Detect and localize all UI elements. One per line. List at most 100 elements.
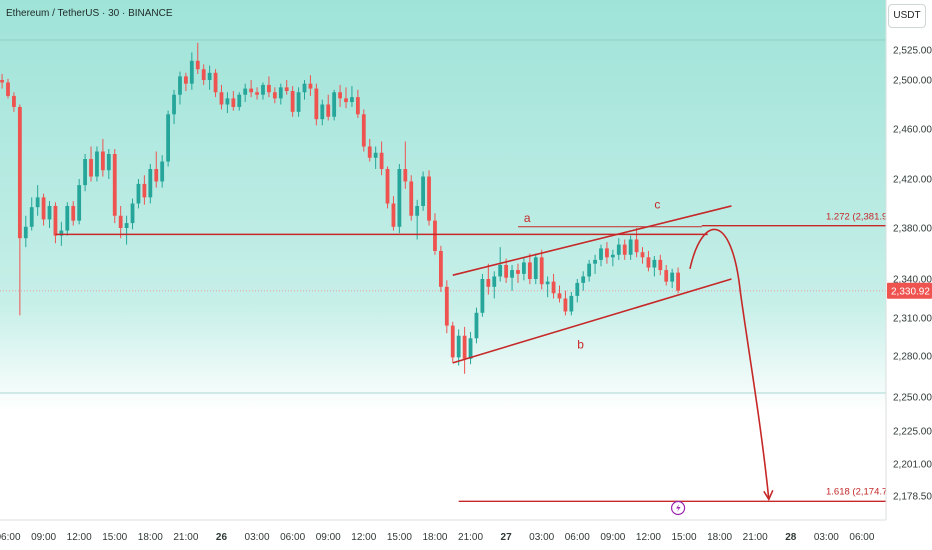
candle-body xyxy=(610,254,615,258)
candle-body xyxy=(53,205,58,236)
candle-body xyxy=(12,95,16,107)
price-tick-label: 2,460.00 xyxy=(893,125,932,136)
candle-body xyxy=(622,244,627,255)
candle-body xyxy=(201,69,206,80)
time-tick-label: 15:00 xyxy=(102,532,127,543)
fib-1618-label: 1.618 (2,174.77) xyxy=(826,486,896,497)
candle-body xyxy=(344,98,348,103)
candle-body xyxy=(189,60,194,84)
price-tick-label: 2,250.00 xyxy=(893,393,932,404)
candle-body xyxy=(486,279,491,287)
fib-1272-label: 1.272 (2,381.91) xyxy=(826,212,896,223)
candle-body xyxy=(450,325,455,358)
candle-body xyxy=(409,181,414,216)
time-axis-background xyxy=(0,520,932,550)
candle-body xyxy=(510,270,514,278)
candle-body xyxy=(118,215,123,228)
candle-body xyxy=(522,262,526,274)
candle-body xyxy=(492,276,497,287)
candle-body xyxy=(640,252,645,258)
candle-body xyxy=(272,92,277,99)
time-tick-label: 15:00 xyxy=(672,532,697,543)
candle-body xyxy=(231,98,236,107)
candle-body xyxy=(142,183,147,198)
currency-selector[interactable]: USDT xyxy=(888,4,926,28)
candle-body xyxy=(551,281,556,294)
time-tick-label: 27 xyxy=(501,532,513,543)
candle-body xyxy=(89,159,93,177)
candle-body xyxy=(278,87,283,99)
channel-lower-line xyxy=(452,278,732,364)
candle-body xyxy=(539,257,544,285)
chart-title: Ethereum / TetherUS · 30 · BINANCE xyxy=(6,8,173,19)
last-price-label: 2,330.92 xyxy=(891,286,930,297)
candle-body xyxy=(498,264,503,277)
candle-body xyxy=(563,298,568,312)
time-tick-label: 09:00 xyxy=(31,532,56,543)
candle-body xyxy=(433,220,437,251)
candle-body xyxy=(480,279,485,313)
candle-body xyxy=(154,169,159,182)
candle-body xyxy=(207,72,212,80)
candle-body xyxy=(35,197,40,208)
time-tick-label: 03:00 xyxy=(245,532,270,543)
candle-body xyxy=(355,97,360,115)
candle-body xyxy=(130,203,135,224)
candle-body xyxy=(373,152,378,158)
candle-body xyxy=(616,244,621,255)
candle-body xyxy=(314,88,319,120)
candle-body xyxy=(213,72,218,93)
candle-body xyxy=(23,226,28,239)
candle-body xyxy=(166,114,171,162)
candle-body xyxy=(569,295,574,312)
candle-body xyxy=(219,92,224,105)
time-tick-label: 18:00 xyxy=(707,532,732,543)
time-tick-label: 26 xyxy=(216,532,228,543)
candle-body xyxy=(100,151,105,171)
candle-body xyxy=(427,176,431,221)
candle-body xyxy=(504,264,509,278)
candle-body xyxy=(646,257,651,268)
candle-body xyxy=(533,257,538,279)
candle-body xyxy=(545,281,550,285)
time-tick-label: 06:00 xyxy=(849,532,874,543)
candle-body xyxy=(338,92,342,99)
candle-body xyxy=(391,203,396,227)
candle-body xyxy=(361,114,366,147)
candle-body xyxy=(172,94,176,115)
candle-body xyxy=(367,146,372,158)
time-tick-label: 15:00 xyxy=(387,532,412,543)
candle-body xyxy=(284,87,289,92)
last-price-badge xyxy=(887,282,932,299)
time-tick-label: 21:00 xyxy=(173,532,198,543)
candle-body xyxy=(421,176,425,206)
time-tick-label: 03:00 xyxy=(814,532,839,543)
time-tick-label: 06:00 xyxy=(0,532,21,543)
candle-body xyxy=(670,272,675,282)
candle-body xyxy=(106,154,111,171)
candle-body xyxy=(516,270,520,274)
time-tick-label: 18:00 xyxy=(138,532,163,543)
candle-body xyxy=(296,92,301,112)
time-tick-label: 09:00 xyxy=(600,532,625,543)
price-tick-label: 2,525.00 xyxy=(893,46,932,57)
price-tick-label: 2,380.00 xyxy=(893,224,932,235)
lightning-glyph xyxy=(676,504,681,512)
candle-body xyxy=(290,91,295,112)
wave-label-c: c xyxy=(654,197,660,211)
candle-body xyxy=(628,239,633,255)
candle-body xyxy=(593,259,597,264)
candle-body xyxy=(350,97,354,103)
price-axis-background xyxy=(886,0,932,550)
candle-body xyxy=(385,169,390,204)
candle-body xyxy=(112,154,117,216)
price-tick-label: 2,280.00 xyxy=(893,352,932,363)
candle-body xyxy=(527,262,532,279)
candle-body xyxy=(397,169,402,227)
candle-body xyxy=(379,152,384,169)
candle-body xyxy=(47,205,52,220)
candle-body xyxy=(575,282,580,296)
candle-body xyxy=(59,230,64,236)
